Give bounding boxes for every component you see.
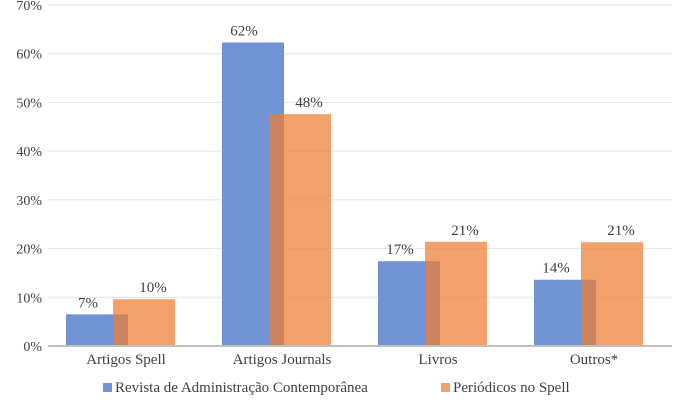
y-tick-label: 30% — [16, 194, 42, 209]
x-tick-label: Artigos Journals — [233, 352, 332, 368]
y-tick-label: 70% — [16, 0, 42, 14]
data-label: 14% — [542, 261, 570, 277]
data-label: 21% — [607, 223, 635, 239]
data-label: 48% — [295, 95, 323, 111]
legend-label: Revista de Administração Contemporânea — [115, 380, 368, 396]
data-label: 17% — [386, 242, 414, 258]
bar-periodicos — [425, 241, 487, 346]
bar-periodicos — [269, 114, 331, 347]
legend-label: Periódicos no Spell — [453, 380, 570, 396]
y-tick-label: 10% — [16, 291, 42, 306]
legend-swatch — [441, 383, 450, 392]
legend-swatch — [103, 383, 112, 392]
x-tick-label: Artigos Spell — [86, 352, 166, 368]
bar-periodicos — [581, 242, 643, 346]
y-tick-label: 0% — [23, 340, 42, 355]
data-label: 62% — [230, 24, 258, 40]
y-tick-label: 20% — [16, 243, 42, 258]
data-label: 7% — [78, 295, 98, 311]
x-tick-label: Outros* — [570, 352, 618, 368]
data-label: 21% — [451, 223, 479, 239]
bar-periodicos — [113, 299, 175, 346]
y-tick-label: 40% — [16, 145, 42, 160]
x-tick-label: Livros — [418, 352, 457, 368]
data-label: 10% — [139, 280, 167, 296]
y-tick-label: 50% — [16, 96, 42, 111]
y-tick-label: 60% — [16, 48, 42, 63]
